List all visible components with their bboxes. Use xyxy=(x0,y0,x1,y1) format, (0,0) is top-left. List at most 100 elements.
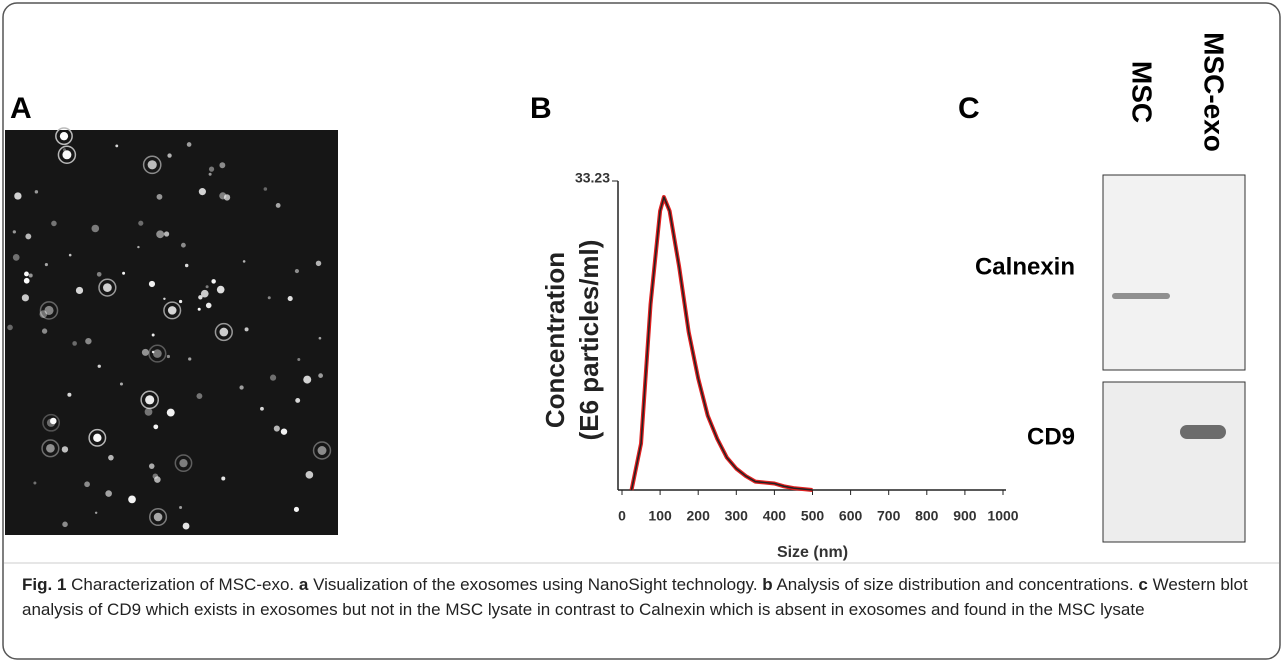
y-axis-label: Concentration xyxy=(540,252,570,428)
particle xyxy=(303,375,312,384)
particle xyxy=(223,194,231,201)
particle xyxy=(305,471,314,479)
particle xyxy=(7,324,13,331)
particle xyxy=(61,446,69,453)
y-axis-label: (E6 particles/ml) xyxy=(574,240,604,441)
particle xyxy=(208,166,215,172)
particle xyxy=(148,463,155,469)
particle xyxy=(156,193,163,200)
particle xyxy=(242,260,246,263)
lane-label: MSC xyxy=(1127,61,1158,123)
particle xyxy=(315,260,322,267)
blot-band xyxy=(1112,293,1170,299)
particle-halo xyxy=(42,413,61,432)
particle xyxy=(267,296,271,300)
particle xyxy=(41,328,48,334)
particle xyxy=(239,385,244,390)
particle xyxy=(208,172,212,176)
particle xyxy=(200,289,209,298)
particle-halo xyxy=(214,322,233,342)
x-tick-label: 1000 xyxy=(987,508,1018,524)
particle xyxy=(317,446,327,455)
particle xyxy=(219,162,226,169)
caption-text: Visualization of the exosomes using Nano… xyxy=(313,575,758,594)
panel-label: C xyxy=(958,92,980,125)
particle xyxy=(287,296,293,302)
particle xyxy=(21,294,29,302)
particle xyxy=(68,253,72,257)
particle-halo xyxy=(88,428,107,447)
particle xyxy=(198,188,206,196)
particle xyxy=(75,286,84,295)
caption-label: Fig. 1 xyxy=(22,575,67,594)
particle xyxy=(167,153,172,158)
particle xyxy=(51,220,57,227)
particle xyxy=(108,454,114,461)
particle xyxy=(269,374,277,381)
particle-halo xyxy=(55,127,73,146)
particle xyxy=(219,327,229,337)
particle-halo xyxy=(39,301,59,320)
blot-box xyxy=(1102,174,1246,371)
particle xyxy=(280,428,288,435)
particle xyxy=(179,458,188,468)
blot-box xyxy=(1102,381,1246,543)
microscopy-image xyxy=(5,127,338,535)
particle xyxy=(182,522,190,530)
particle xyxy=(137,245,140,249)
particle-halo xyxy=(140,390,160,410)
particle xyxy=(141,348,149,356)
particle xyxy=(50,417,57,425)
particle xyxy=(294,269,299,274)
particle xyxy=(205,302,212,309)
particle xyxy=(147,160,157,170)
particle xyxy=(14,192,22,200)
particle xyxy=(93,433,102,443)
particle xyxy=(62,148,66,152)
particle xyxy=(148,280,156,288)
particle xyxy=(72,341,77,346)
particle xyxy=(153,512,163,522)
particle xyxy=(59,132,69,141)
size-chart: 33.23 0 100 200 300 400 500 600 700 800 900 1000 Siz… xyxy=(540,170,1019,562)
particle xyxy=(211,279,216,284)
x-tick-label: 300 xyxy=(725,508,749,524)
particle xyxy=(273,425,280,432)
particle xyxy=(205,285,209,289)
particle-halo xyxy=(57,145,77,165)
particle xyxy=(103,283,112,292)
particle xyxy=(263,187,268,191)
particle xyxy=(297,358,301,362)
particle xyxy=(151,350,155,354)
particle xyxy=(219,192,227,200)
x-axis-label: Size (nm) xyxy=(777,544,848,561)
image-background xyxy=(5,130,338,535)
particle xyxy=(25,233,32,240)
particle xyxy=(198,295,203,300)
particle xyxy=(166,408,175,417)
particle xyxy=(115,144,119,148)
particle-halo xyxy=(149,507,168,527)
particle xyxy=(12,254,20,261)
particle xyxy=(28,273,33,278)
particle xyxy=(275,203,281,208)
particle-halo xyxy=(174,454,193,473)
particle-halo xyxy=(142,155,162,175)
particle xyxy=(154,476,161,483)
particle xyxy=(221,476,226,481)
particle xyxy=(122,271,126,275)
x-tick-label: 800 xyxy=(915,508,939,524)
particle xyxy=(67,392,72,397)
x-tick-label: 700 xyxy=(877,508,901,524)
particle-halo xyxy=(98,278,117,297)
particle xyxy=(179,506,183,510)
particle xyxy=(44,263,48,267)
error-band xyxy=(629,195,813,492)
data-line xyxy=(630,196,813,491)
particle xyxy=(145,395,155,405)
particle xyxy=(91,224,100,233)
x-tick-label: 600 xyxy=(839,508,863,524)
particle xyxy=(167,306,177,315)
particle xyxy=(94,511,98,515)
particle xyxy=(97,364,101,368)
